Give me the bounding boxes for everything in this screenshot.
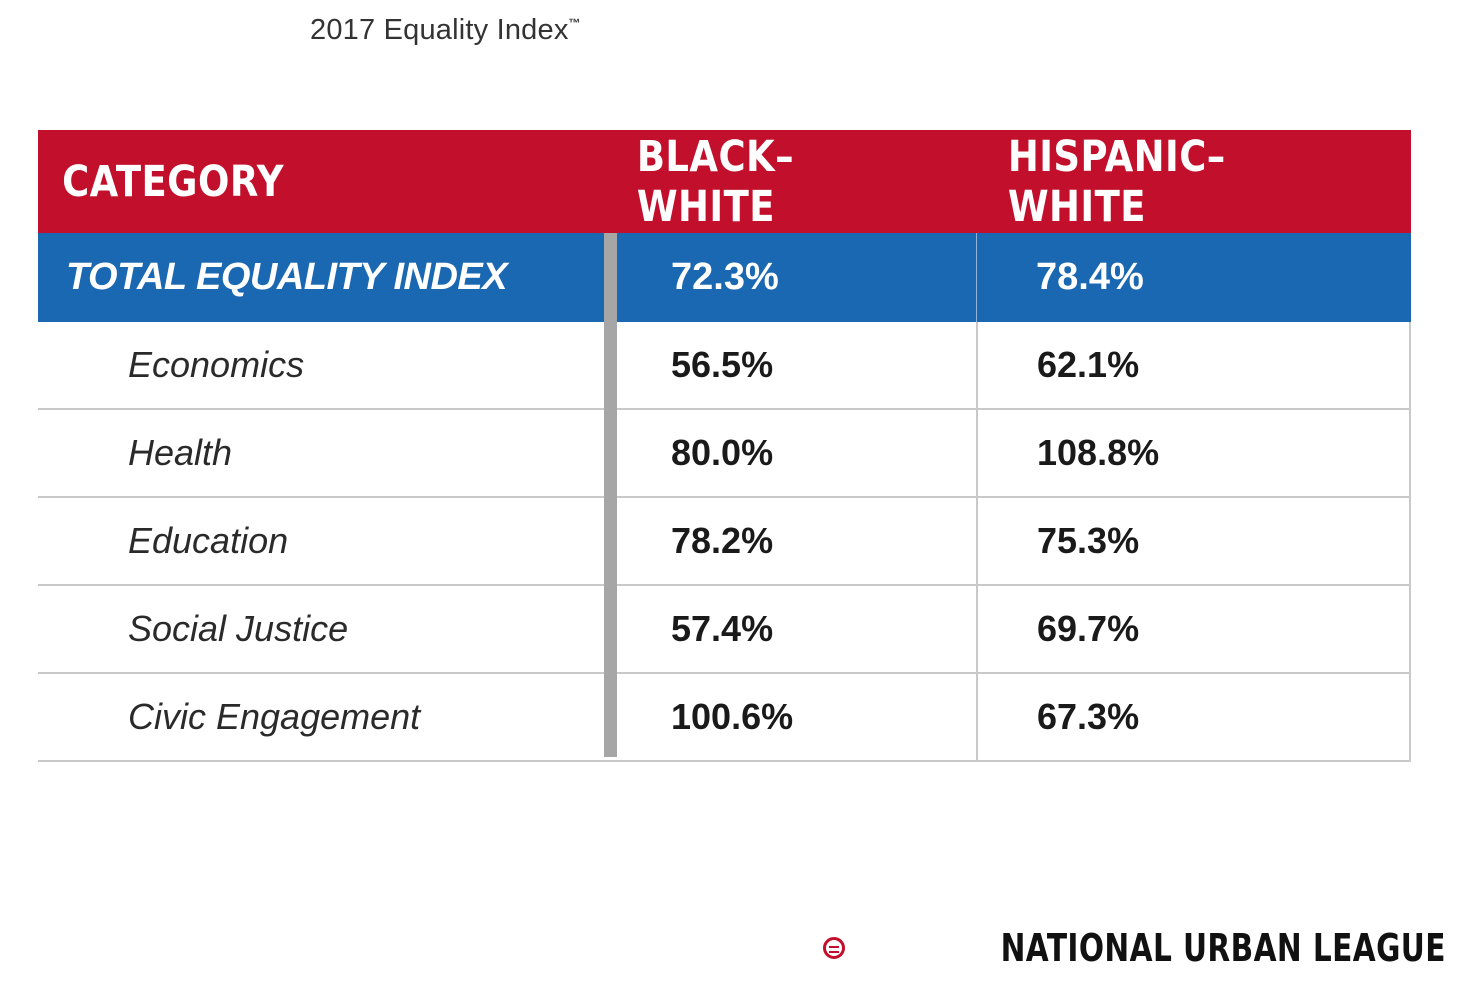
black-white-value: 78.2% <box>671 520 774 561</box>
logo-text: NATIONAL URBAN LEAGUE <box>1000 926 1446 970</box>
hispanic-white-value: 62.1% <box>976 322 1411 408</box>
total-label: TOTAL EQUALITY INDEX <box>66 256 508 298</box>
row-label: Social Justice <box>128 608 349 649</box>
national-urban-league-logo-icon <box>823 937 846 959</box>
total-hispanic-white-value: 78.4% <box>976 233 1411 322</box>
black-white-value: 100.6% <box>671 696 794 737</box>
hispanic-white-value: 69.7% <box>976 586 1411 672</box>
header-category: CATEGORY <box>62 156 284 207</box>
national-urban-league-logo: NATIONAL URBAN LEAGUE <box>823 926 1446 970</box>
row-label: Health <box>128 432 233 473</box>
trademark-mark: ™ <box>568 16 581 30</box>
equality-index-table: CATEGORY BLACK–WHITE HISPANIC–WHITE TOTA… <box>38 130 1411 762</box>
hispanic-white-value: 67.3% <box>976 674 1411 760</box>
table-row: Education 78.2% 75.3% <box>38 498 1411 586</box>
column-divider <box>604 233 617 757</box>
total-equality-index-row: TOTAL EQUALITY INDEX 72.3% 78.4% <box>38 233 1411 322</box>
table-header-row: CATEGORY BLACK–WHITE HISPANIC–WHITE <box>38 130 1411 233</box>
table-row: Social Justice 57.4% 69.7% <box>38 586 1411 674</box>
row-label: Civic Engagement <box>128 696 421 737</box>
black-white-value: 57.4% <box>671 608 774 649</box>
black-white-value: 56.5% <box>671 344 774 385</box>
header-black-white: BLACK–WHITE <box>636 131 795 232</box>
row-label: Education <box>128 520 289 561</box>
page-title-text: 2017 Equality Index <box>310 14 569 46</box>
table-row: Civic Engagement 100.6% 67.3% <box>38 674 1411 762</box>
table-row: Economics 56.5% 62.1% <box>38 322 1411 410</box>
total-black-white-value: 72.3% <box>671 256 779 298</box>
hispanic-white-value: 75.3% <box>976 498 1411 584</box>
black-white-value: 80.0% <box>671 432 774 473</box>
row-label: Economics <box>128 344 305 385</box>
hispanic-white-value: 108.8% <box>976 410 1411 496</box>
page-title: 2017 Equality Index™ <box>310 14 581 47</box>
table-row: Health 80.0% 108.8% <box>38 410 1411 498</box>
header-hispanic-white: HISPANIC–WHITE <box>1007 131 1226 232</box>
